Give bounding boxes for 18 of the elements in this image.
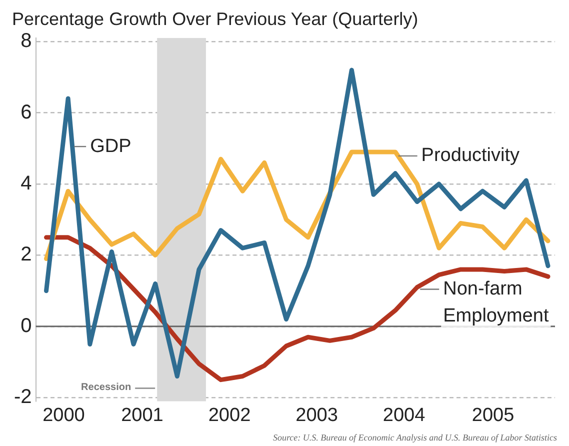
y-tick-label: 8 [20,30,32,52]
y-tick-label: 2 [20,244,32,266]
y-tick-label: 4 [20,172,32,195]
source-note: Source: U.S. Bureau of Economic Analysis and U.S. Bureau of Labor Statistics [272,432,558,442]
x-tick-label: 2004 [382,404,426,426]
series-label: Non-farm Employment [443,278,550,326]
y-tick-label: 6 [20,101,32,124]
x-tick-label: 2000 [42,404,85,426]
x-tick-label: 2002 [208,404,251,426]
series-label: Productivity [421,145,520,166]
x-tick-label: 2001 [121,404,164,426]
chart-title: Percentage Growth Over Previous Year (Quarterly) [12,8,418,29]
x-tick-label: 2003 [296,404,338,426]
y-tick-label: 0 [20,314,32,337]
x-tick-label: 2005 [472,404,514,426]
y-tick-label: -2 [14,386,32,408]
band-label: Recession [81,382,132,393]
series-label: GDP [90,136,132,157]
